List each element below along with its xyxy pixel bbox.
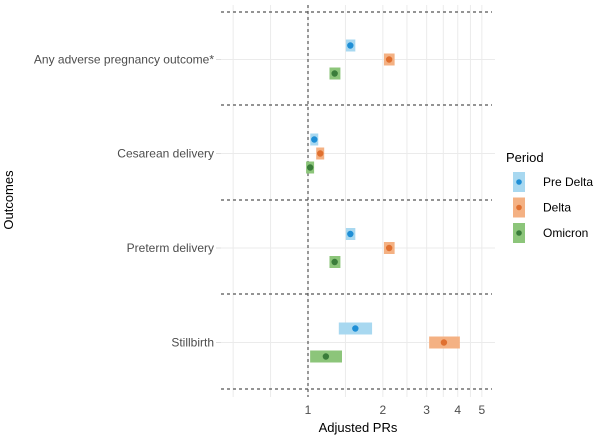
point-omicron	[322, 353, 330, 360]
legend-label: Delta	[543, 201, 571, 215]
x-tick-labels: 1 2 3 4 5	[305, 403, 486, 417]
point-omicron	[331, 258, 338, 266]
point-pre-delta	[347, 42, 354, 49]
legend-key-point	[516, 179, 522, 185]
legend-key-point	[516, 204, 522, 211]
point-pre-delta	[311, 136, 318, 143]
y-tick-label: Stillbirth	[171, 336, 214, 350]
legend-title: Period	[506, 150, 544, 165]
y-tick-label: Any adverse pregnancy outcome*	[34, 53, 214, 67]
x-axis-title: Adjusted PRs	[319, 420, 398, 435]
point-omicron	[331, 70, 338, 77]
point-delta	[385, 56, 393, 63]
point-delta	[385, 244, 393, 252]
y-tick-label: Cesarean delivery	[117, 147, 214, 161]
point-pre-delta	[347, 230, 354, 238]
point-omicron	[306, 164, 314, 171]
grid-lines	[221, 5, 495, 397]
y-tick-labels: Any adverse pregnancy outcome* Cesarean d…	[34, 53, 221, 350]
legend: Period Pre Delta Delta Omicron	[506, 150, 593, 243]
x-tick-label: 1	[305, 403, 312, 417]
x-tick-label: 3	[423, 403, 430, 417]
data-marks	[306, 39, 460, 363]
legend-label: Pre Delta	[543, 175, 593, 189]
y-tick-label: Preterm delivery	[127, 241, 214, 255]
legend-label: Omicron	[543, 226, 588, 240]
legend-key-point	[516, 230, 522, 236]
point-delta	[317, 150, 324, 157]
point-pre-delta	[352, 325, 359, 332]
x-tick-label: 5	[478, 403, 485, 417]
x-tick-label: 2	[380, 403, 387, 417]
y-axis-title: Outcomes	[1, 170, 16, 230]
point-delta	[440, 339, 448, 346]
x-tick-label: 4	[454, 403, 461, 417]
